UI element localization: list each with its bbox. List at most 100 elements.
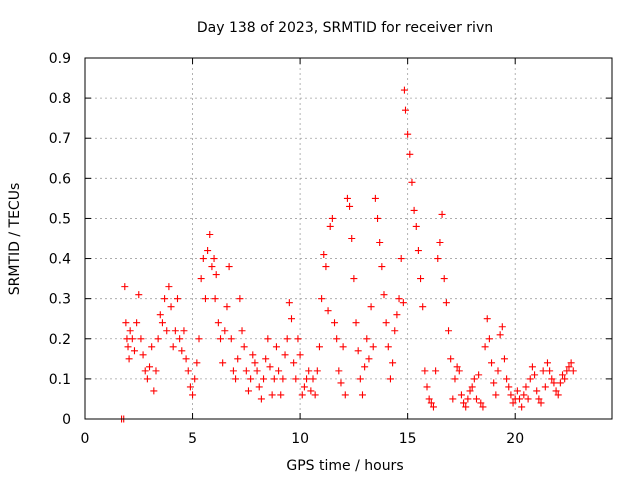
data-point (195, 335, 203, 343)
data-point (460, 399, 468, 407)
data-point (548, 375, 556, 383)
data-point (567, 359, 575, 367)
data-point (290, 359, 298, 367)
data-point (331, 319, 339, 327)
data-point (232, 375, 240, 383)
data-point (500, 355, 508, 363)
data-point (406, 150, 414, 158)
data-point (303, 375, 311, 383)
y-axis-title: SRMTID / TECUs (7, 183, 23, 296)
data-point (313, 367, 321, 375)
data-point (393, 311, 401, 319)
data-point (315, 343, 323, 351)
data-point (264, 335, 272, 343)
data-point (201, 295, 209, 303)
data-point (371, 194, 379, 202)
data-point (122, 319, 130, 327)
data-point (326, 222, 334, 230)
data-point (438, 210, 446, 218)
data-point (358, 391, 366, 399)
data-point (543, 359, 551, 367)
data-point (266, 363, 274, 371)
data-point (490, 379, 498, 387)
data-point (156, 311, 164, 319)
data-point (128, 335, 136, 343)
data-point (343, 194, 351, 202)
x-tick-label: 0 (81, 431, 90, 447)
data-point (152, 367, 160, 375)
data-point (380, 291, 388, 299)
data-point (352, 319, 360, 327)
data-point (554, 391, 562, 399)
data-point (470, 375, 478, 383)
data-point (341, 391, 349, 399)
data-point (399, 299, 407, 307)
data-point (427, 399, 435, 407)
data-point (494, 367, 502, 375)
data-point (498, 323, 506, 331)
data-point (260, 375, 268, 383)
x-axis-title: GPS time / hours (286, 458, 403, 474)
data-point (281, 351, 289, 359)
data-point (124, 343, 132, 351)
data-point (285, 299, 293, 307)
data-point (335, 367, 343, 375)
data-point (249, 351, 257, 359)
data-point (339, 343, 347, 351)
data-point (186, 383, 194, 391)
data-point (182, 355, 190, 363)
data-point (253, 367, 261, 375)
data-point (447, 355, 455, 363)
data-point (565, 363, 573, 371)
data-point (404, 130, 412, 138)
data-point (121, 283, 129, 291)
data-point (143, 375, 151, 383)
data-point (516, 395, 524, 403)
data-point (167, 303, 175, 311)
data-point (146, 363, 154, 371)
data-point (307, 387, 315, 395)
data-point (328, 214, 336, 222)
data-point (333, 335, 341, 343)
data-point (367, 303, 375, 311)
data-point (247, 375, 255, 383)
data-point (423, 383, 431, 391)
data-point (165, 283, 173, 291)
data-point (541, 383, 549, 391)
data-point (270, 375, 278, 383)
data-point (305, 367, 313, 375)
data-point (389, 359, 397, 367)
data-point (212, 271, 220, 279)
data-point (189, 391, 197, 399)
data-point (298, 391, 306, 399)
data-point (208, 263, 216, 271)
data-point (421, 367, 429, 375)
data-point (322, 263, 330, 271)
y-tick-label: 0.7 (49, 131, 71, 147)
y-tick-label: 0.3 (49, 292, 71, 308)
data-point (384, 343, 392, 351)
x-tick-label: 20 (506, 431, 524, 447)
data-point (513, 387, 521, 395)
data-point (533, 387, 541, 395)
data-point (229, 367, 237, 375)
data-point (158, 319, 166, 327)
data-point (442, 299, 450, 307)
data-point (176, 335, 184, 343)
data-point (204, 247, 212, 255)
y-tick-label: 0.2 (49, 332, 71, 348)
data-point (485, 335, 493, 343)
data-point (369, 343, 377, 351)
y-tick-label: 0 (62, 412, 71, 428)
data-point (169, 343, 177, 351)
data-point (481, 343, 489, 351)
data-point (507, 391, 515, 399)
data-point (337, 379, 345, 387)
y-tick-label: 0.1 (49, 372, 71, 388)
data-point (292, 375, 300, 383)
y-tick-label: 0.5 (49, 211, 71, 227)
data-point (561, 375, 569, 383)
data-point (496, 331, 504, 339)
data-point (535, 395, 543, 403)
data-point (184, 367, 192, 375)
